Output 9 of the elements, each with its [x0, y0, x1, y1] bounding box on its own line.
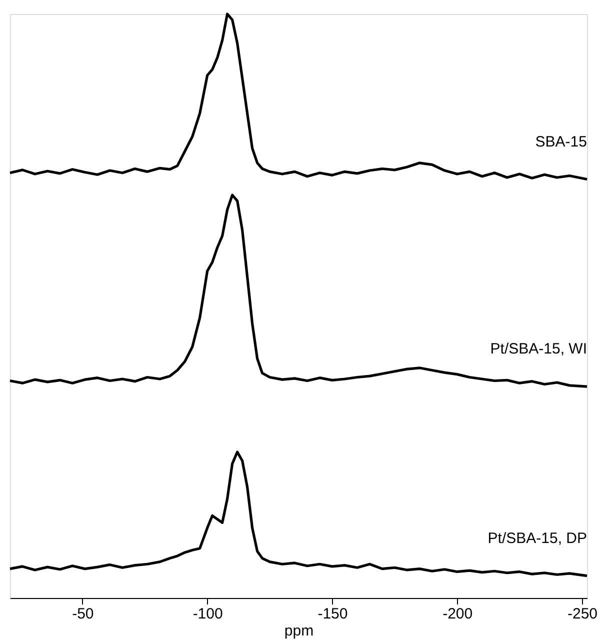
x-axis-title: ppm [284, 622, 314, 640]
x-tick-label: -100 [192, 606, 223, 622]
x-tick-label: -50 [72, 606, 94, 622]
x-tick-label: -200 [442, 606, 473, 622]
series-label: Pt/SBA-15, DP [488, 530, 587, 547]
series-label: Pt/SBA-15, WI [490, 340, 587, 358]
x-tick-label: -150 [318, 606, 348, 622]
series-label: SBA-15 [535, 133, 587, 150]
x-tick-label: -250 [567, 606, 598, 622]
